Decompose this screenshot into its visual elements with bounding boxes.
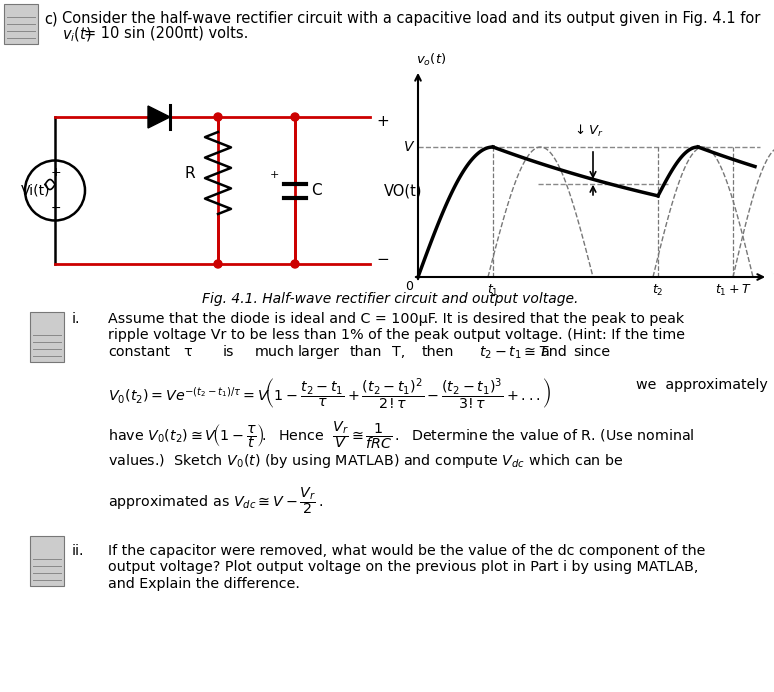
Text: much: much [255, 345, 295, 359]
Text: +: + [50, 166, 61, 179]
Text: 0: 0 [405, 280, 413, 293]
Text: Assume that the diode is ideal and C = 100μF. It is desired that the peak to pea: Assume that the diode is ideal and C = 1… [108, 312, 684, 326]
Text: $V_0(t_2) = Ve^{-(t_2-t_1)/\tau} = V\!\left(1 - \dfrac{t_2-t_1}{\tau} + \dfrac{(: $V_0(t_2) = Ve^{-(t_2-t_1)/\tau} = V\!\l… [108, 376, 552, 411]
Polygon shape [148, 106, 170, 128]
Text: $v_o(t)$: $v_o(t)$ [416, 52, 447, 68]
Bar [30, 312, 64, 362]
Text: and: and [540, 345, 567, 359]
Text: output voltage? Plot output voltage on the previous plot in Part i by using MATL: output voltage? Plot output voltage on t… [108, 561, 698, 574]
Text: V: V [403, 140, 413, 154]
Text: since: since [573, 345, 610, 359]
Text: +: + [376, 114, 389, 129]
Circle shape [291, 113, 299, 121]
Text: have $V_0(t_2)\cong V\!\left(1-\dfrac{\tau}{t}\right)\!.$  Hence  $\dfrac{V_r}{V: have $V_0(t_2)\cong V\!\left(1-\dfrac{\t… [108, 419, 695, 451]
Text: t: t [772, 270, 774, 284]
Text: $t_2$: $t_2$ [652, 283, 664, 298]
Text: constant: constant [108, 345, 170, 359]
Text: τ: τ [183, 345, 192, 359]
Text: −: − [376, 251, 389, 266]
Text: Fig. 4.1. Half-wave rectifier circuit and output voltage.: Fig. 4.1. Half-wave rectifier circuit an… [202, 292, 578, 306]
Text: values.)  Sketch $V_0(t)$ (by using MATLAB) and compute $V_{dc}$ which can be: values.) Sketch $V_0(t)$ (by using MATLA… [108, 453, 624, 471]
Text: we  approximately: we approximately [636, 379, 768, 392]
Text: = 10 sin (200πt) volts.: = 10 sin (200πt) volts. [84, 26, 248, 41]
Text: ii.: ii. [72, 544, 84, 558]
Text: then: then [422, 345, 454, 359]
Text: c): c) [44, 11, 57, 26]
Text: +: + [269, 170, 279, 179]
Text: ripple voltage Vr to be less than 1% of the peak output voltage. (Hint: If the t: ripple voltage Vr to be less than 1% of … [108, 329, 685, 343]
Text: $v_i(t)$: $v_i(t)$ [62, 26, 92, 44]
Circle shape [214, 113, 222, 121]
Text: than: than [350, 345, 382, 359]
Text: T,: T, [392, 345, 406, 359]
Text: $t_1+T$: $t_1+T$ [714, 283, 752, 298]
Circle shape [291, 260, 299, 268]
Text: Consider the half-wave rectifier circuit with a capacitive load and its output g: Consider the half-wave rectifier circuit… [62, 11, 760, 26]
Text: −: − [51, 202, 61, 215]
Text: R: R [185, 165, 195, 181]
Text: i.: i. [72, 312, 80, 326]
Text: $t_1$: $t_1$ [487, 283, 498, 298]
Bar [30, 536, 64, 586]
Text: VO(t): VO(t) [384, 183, 423, 198]
Text: C: C [311, 183, 322, 198]
Text: Vi(t): Vi(t) [20, 183, 50, 197]
Circle shape [214, 260, 222, 268]
Text: If the capacitor were removed, what would be the value of the dc component of th: If the capacitor were removed, what woul… [108, 544, 705, 558]
Text: and Explain the difference.: and Explain the difference. [108, 577, 300, 591]
Text: larger: larger [298, 345, 340, 359]
Text: $\downarrow V_r$: $\downarrow V_r$ [572, 123, 604, 139]
Bar [4, 4, 38, 44]
Text: $t_2-t_1\cong T$: $t_2-t_1\cong T$ [479, 345, 550, 361]
Text: approximated as $V_{dc}\cong V - \dfrac{V_r}{2}\,.$: approximated as $V_{dc}\cong V - \dfrac{… [108, 485, 323, 516]
Text: is: is [223, 345, 235, 359]
